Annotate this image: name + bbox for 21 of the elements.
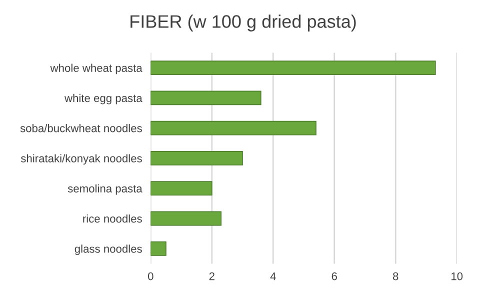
x-tick-label: 10 <box>452 272 463 280</box>
y-tick-label: rice noodles <box>83 214 142 223</box>
bar <box>150 151 243 166</box>
y-tick-label: glass noodles <box>74 244 142 255</box>
bar <box>150 120 316 136</box>
bar <box>150 90 262 106</box>
y-tick-label: whole wheat pasta <box>50 64 142 74</box>
y-tick-label: soba/buckwheat noodles <box>20 124 142 132</box>
y-tick-label: white egg pasta <box>64 94 142 104</box>
x-tick-label: 6 <box>332 272 337 280</box>
x-tick-label: 4 <box>270 272 276 280</box>
y-tick-label: semolina pasta <box>68 184 142 195</box>
x-tick-label: 8 <box>392 272 398 280</box>
bar <box>150 60 436 76</box>
x-tick-label: 0 <box>148 272 154 280</box>
y-tick-label: shirataki/konyak noodles <box>20 154 142 165</box>
chart-title: FIBER (w 100 g dried pasta) <box>130 14 356 32</box>
bar <box>150 211 222 226</box>
x-tick-label: 2 <box>209 272 214 280</box>
bar <box>150 181 212 196</box>
bar <box>150 241 166 256</box>
